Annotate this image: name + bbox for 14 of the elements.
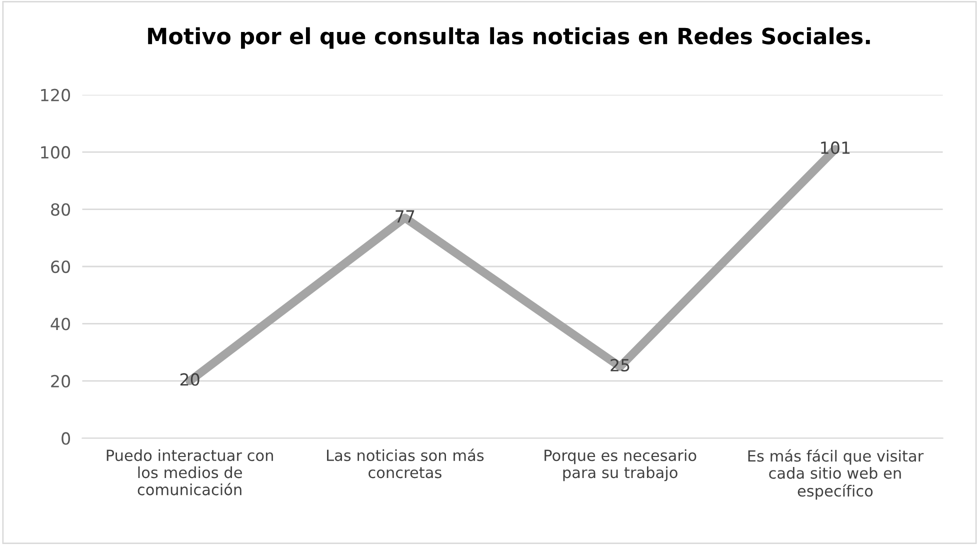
y-tick-label: 120 <box>41 88 70 102</box>
data-label: 25 <box>610 358 630 372</box>
x-tick-label: Puedo interactuar con los medios de comunicación <box>106 449 273 496</box>
y-tick-label: 80 <box>51 203 70 216</box>
x-tick-label: Las noticias son más concretas <box>327 448 484 478</box>
y-tick-label: 100 <box>41 146 70 159</box>
y-tick-label: 20 <box>51 374 70 388</box>
data-label: 101 <box>821 141 850 154</box>
y-tick-label: 0 <box>62 432 70 445</box>
x-tick-label: Porque es necesario para su trabajo <box>544 449 696 482</box>
y-tick-label: 60 <box>51 260 70 274</box>
x-tick-label: Es más fácil que visitar cada sitio web en específico <box>748 449 924 500</box>
y-tick-label: 40 <box>50 318 70 330</box>
chart-title: Motivo por el que consulta las noticias en Redes Sociales. <box>148 27 870 49</box>
